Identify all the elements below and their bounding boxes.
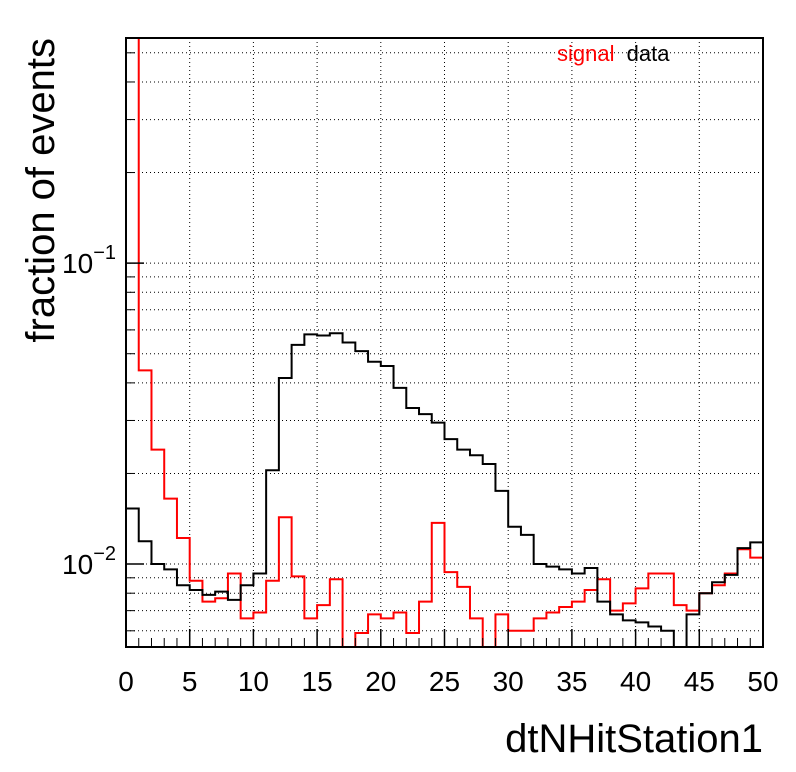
x-tick-label: 15: [302, 666, 333, 697]
legend-entry-signal: signal: [557, 41, 614, 66]
x-axis-title: dtNHitStation1: [505, 717, 763, 761]
x-tick-label: 50: [747, 666, 778, 697]
svg-text:signal data: signal data: [557, 41, 670, 66]
axis-ticks: [125, 52, 764, 647]
x-tick-labels: 0 5 10 15 20 25 30 35 40 45 50: [118, 666, 778, 697]
y-tick-label: 10−1: [62, 242, 116, 279]
x-tick-label: 30: [493, 666, 524, 697]
series-layer: [125, 37, 763, 648]
x-tick-label: 35: [556, 666, 587, 697]
x-tick-label: 25: [429, 666, 460, 697]
x-tick-label: 40: [620, 666, 651, 697]
x-tick-label: 20: [365, 666, 396, 697]
y-tick-labels: 10−1 10−2: [62, 242, 116, 580]
x-tick-label: 5: [182, 666, 198, 697]
x-tick-label: 0: [118, 666, 134, 697]
y-axis-title: fraction of events: [19, 38, 63, 343]
x-tick-label: 45: [684, 666, 715, 697]
series-data-line: [125, 332, 763, 648]
x-tick-label: 10: [238, 666, 269, 697]
legend: signal data: [557, 41, 670, 66]
y-tick-label: 10−2: [62, 543, 116, 580]
legend-entry-data: data: [627, 41, 671, 66]
grid: [126, 38, 763, 647]
series-signal-line: [125, 37, 763, 648]
